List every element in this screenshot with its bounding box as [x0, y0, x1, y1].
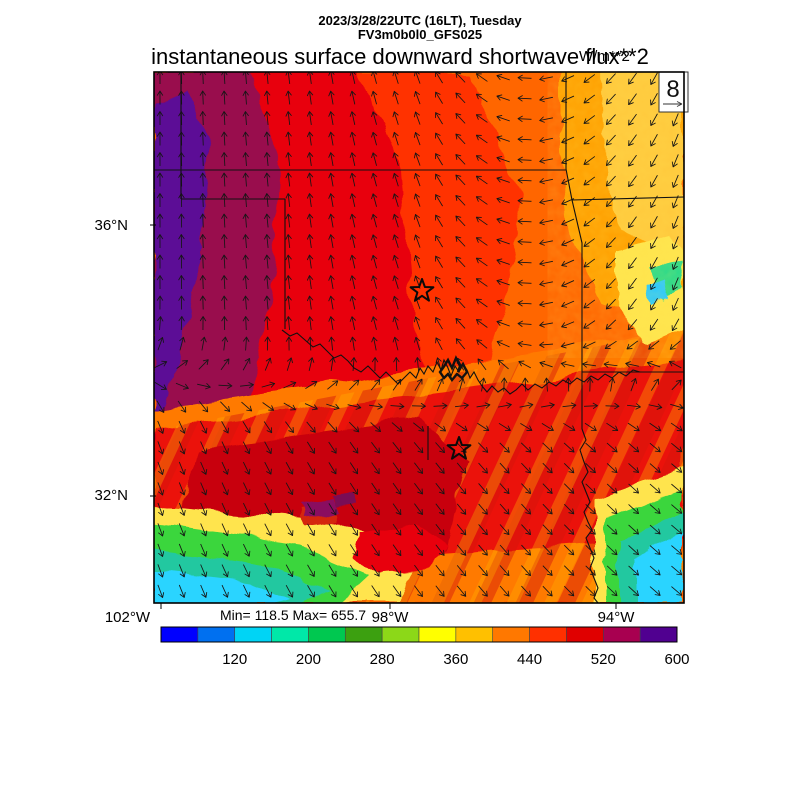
svg-text:94°W: 94°W [598, 609, 636, 626]
svg-text:8: 8 [666, 76, 679, 103]
svg-text:instantaneous surface downward: instantaneous surface downward shortwave… [151, 44, 649, 69]
svg-text:2023/3/28/22UTC (16LT), Tuesda: 2023/3/28/22UTC (16LT), Tuesday [318, 13, 522, 28]
svg-text:Min= 118.5 Max= 655.7: Min= 118.5 Max= 655.7 [220, 607, 366, 623]
svg-text:360: 360 [443, 651, 468, 668]
svg-text:440: 440 [517, 651, 542, 668]
svg-text:280: 280 [370, 651, 395, 668]
svg-text:32°N: 32°N [94, 487, 128, 504]
svg-text:W/m**2: W/m**2 [579, 48, 630, 65]
svg-text:FV3m0b0l0_GFS025: FV3m0b0l0_GFS025 [358, 27, 482, 42]
svg-text:36°N: 36°N [94, 217, 128, 234]
svg-text:520: 520 [591, 651, 616, 668]
svg-text:200: 200 [296, 651, 321, 668]
svg-text:98°W: 98°W [372, 609, 410, 626]
svg-text:600: 600 [664, 651, 689, 668]
svg-text:102°W: 102°W [105, 609, 151, 626]
svg-text:120: 120 [222, 651, 247, 668]
